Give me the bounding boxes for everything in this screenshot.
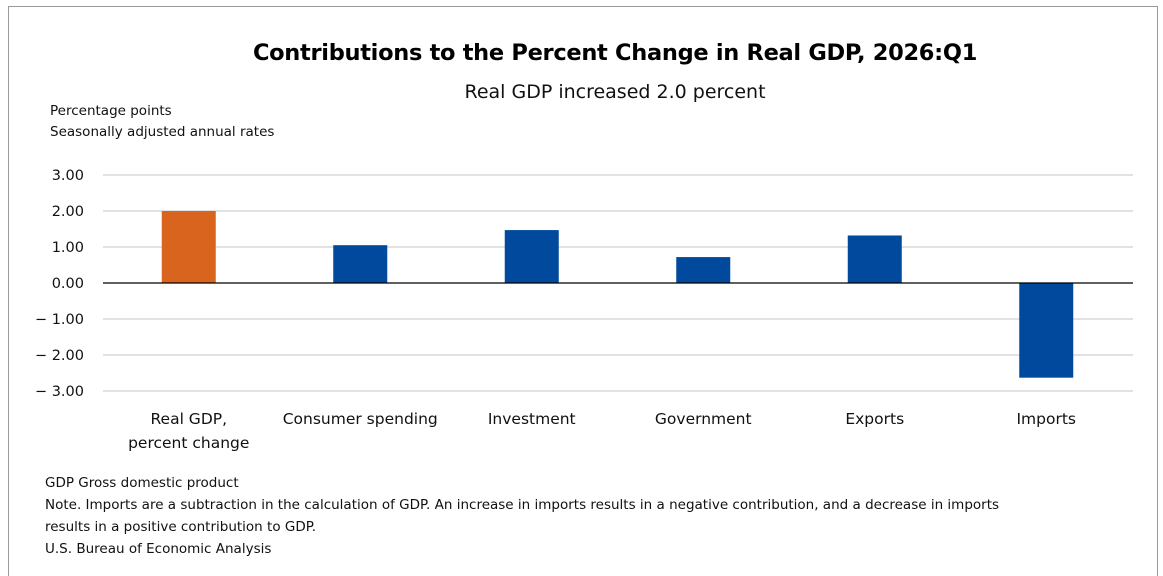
bar [161, 211, 216, 283]
y-tick-label: 1.00 [52, 240, 84, 256]
y-tick-label: − 2.00 [35, 348, 84, 364]
bar [1019, 283, 1074, 378]
bar [847, 235, 902, 283]
x-tick-label: Investment [488, 410, 576, 428]
chart-plot-area: 3.00 2.00 1.00 0.00 − 1.00 − 2.00 − 3.00 Real G… [35, 168, 1133, 452]
x-tick-label: Government [655, 410, 752, 428]
x-tick-label: Consumer spending [283, 410, 438, 428]
footnote-source: U.S. Bureau of Economic Analysis [45, 541, 272, 557]
x-tick-label: percent change [128, 434, 249, 452]
bar [333, 245, 388, 283]
y-units-label: Percentage points [50, 103, 172, 119]
y-tick-label: 3.00 [52, 168, 84, 184]
y-tick-label: 2.00 [52, 204, 84, 220]
y-tick-label: − 1.00 [35, 312, 84, 328]
x-tick-label: Real GDP, [150, 410, 227, 428]
bar [676, 257, 731, 283]
footnote-note-line-2: results in a positive contribution to GD… [45, 519, 317, 535]
footnote-note-line-1: Note. Imports are a subtraction in the c… [45, 497, 1000, 513]
y-tick-label: 0.00 [52, 276, 84, 292]
y-units-sublabel: Seasonally adjusted annual rates [50, 124, 275, 140]
footnote-abbreviation: GDP Gross domestic product [45, 475, 239, 491]
y-tick-label: − 3.00 [35, 384, 84, 400]
bar [504, 230, 559, 283]
chart-title: Contributions to the Percent Change in R… [252, 40, 978, 66]
chart-subtitle: Real GDP increased 2.0 percent [464, 81, 766, 103]
chart-frame [8, 6, 1158, 576]
x-tick-label: Imports [1016, 410, 1076, 428]
x-tick-label: Exports [845, 410, 904, 428]
